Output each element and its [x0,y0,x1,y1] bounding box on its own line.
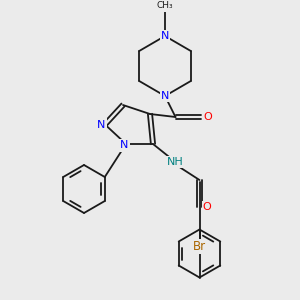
Text: N: N [97,119,106,130]
Text: CH₃: CH₃ [157,2,173,10]
Text: O: O [202,202,211,212]
Text: N: N [120,140,129,151]
Text: N: N [161,91,169,101]
Text: O: O [203,112,212,122]
Text: N: N [161,31,169,41]
Text: NH: NH [167,157,184,167]
Text: Br: Br [193,240,206,254]
